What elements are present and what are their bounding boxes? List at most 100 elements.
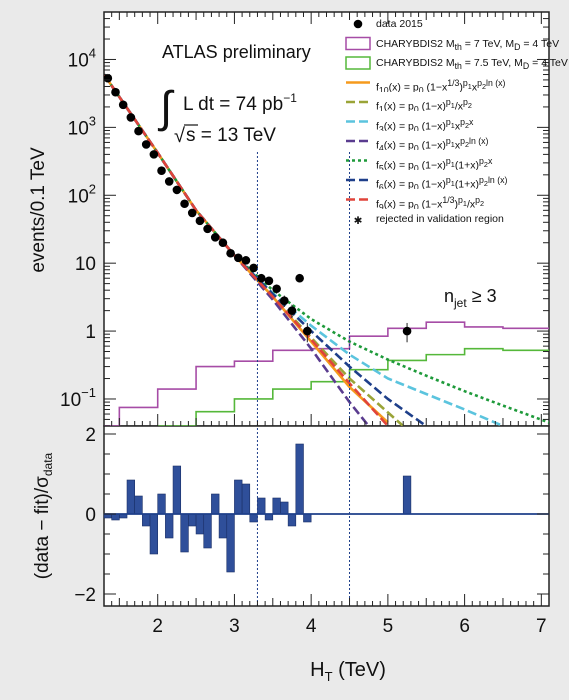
data-point bbox=[111, 87, 120, 97]
legend-box bbox=[345, 36, 371, 51]
y-axis-title-main: events/0.1 TeV bbox=[28, 147, 49, 273]
legend-label-box: f4(x) = p0 (1−x)p1xp2ln (x) bbox=[376, 136, 488, 150]
ratio-bar bbox=[264, 513, 274, 521]
data-point bbox=[187, 208, 197, 218]
ratio-bar bbox=[287, 513, 297, 527]
legend-label: data 2015 bbox=[376, 18, 423, 30]
y-tick-base: 10 bbox=[60, 390, 81, 411]
data-point bbox=[256, 273, 266, 283]
ratio-bar bbox=[188, 513, 197, 527]
ratio-bar bbox=[257, 497, 266, 515]
data-point bbox=[126, 113, 136, 122]
legend-label: CHARYBDIS2 Mth = 7.5 TeV, MD = 4 TeV bbox=[376, 57, 568, 72]
ratio-bar bbox=[149, 513, 159, 555]
y-tick-label-main: 103 bbox=[68, 113, 96, 139]
njet-cut: ≥ 3 bbox=[467, 286, 497, 306]
fit-curve-6 bbox=[104, 73, 389, 426]
ratio-bar bbox=[111, 513, 120, 521]
ratio-bar bbox=[142, 513, 151, 527]
ratio-bar bbox=[195, 513, 205, 535]
x-tick-label: 5 bbox=[383, 616, 394, 637]
ratio-bar bbox=[303, 513, 312, 523]
y-tick-label-ratio: 0 bbox=[85, 505, 96, 526]
ratio-bar bbox=[249, 513, 258, 523]
y-tick-base: 1 bbox=[85, 322, 96, 343]
data-point bbox=[303, 326, 312, 336]
data-point bbox=[233, 253, 243, 263]
legend-box bbox=[345, 56, 371, 70]
legend-label: f6(x) = p0 (1−x)p1(1+x)p2ln (x) bbox=[376, 175, 508, 189]
data-point bbox=[164, 177, 174, 186]
legend-label: f3(x) = p0 (1−x)p1xp2x bbox=[376, 116, 474, 131]
legend-label-box: f9(x) = p0 (1−x1/3)p1/xp2 bbox=[376, 195, 484, 209]
legend-label: f1(x) = p0 (1−x)p1/xp2 bbox=[376, 97, 472, 111]
y-axis-title-ratio: (data − fit)/σdata bbox=[32, 452, 55, 579]
data-point bbox=[210, 233, 220, 242]
legend-label-box: f5(x) = p0 (1−x)p1(1+x)p2x bbox=[376, 156, 492, 170]
experiment-label: ATLAS preliminary bbox=[162, 42, 311, 62]
ratio-bar bbox=[295, 443, 304, 515]
legend-label: f10(x) = p0 (1−x1/3)p1xp2ln (x) bbox=[376, 77, 506, 92]
data-point bbox=[280, 296, 289, 306]
y-tick-base: 10 bbox=[75, 254, 96, 275]
data-point bbox=[241, 256, 251, 265]
y-tick-exp: 4 bbox=[89, 45, 96, 60]
ratio-bar bbox=[126, 479, 135, 515]
data-point bbox=[157, 166, 166, 176]
y-tick-label-ratio: 2 bbox=[85, 425, 96, 446]
data-point bbox=[295, 273, 304, 283]
lumi-text: L dt = 74 pb bbox=[183, 94, 283, 115]
main-plot-area bbox=[103, 11, 550, 427]
ratio-bar bbox=[165, 513, 174, 539]
x-axis-title: HT (TeV) bbox=[310, 659, 386, 684]
njet-label: njet ≥ 3 bbox=[444, 286, 497, 310]
x-tick-label: 7 bbox=[536, 616, 547, 637]
ratio-bar bbox=[172, 465, 182, 515]
y-tick-label-main: 104 bbox=[68, 45, 96, 71]
ratio-bar bbox=[211, 493, 220, 515]
ratio-bar bbox=[226, 513, 235, 573]
y-tick-exp: −1 bbox=[81, 385, 96, 400]
y-tick-exp: 3 bbox=[89, 113, 96, 128]
ratio-bar bbox=[180, 513, 189, 553]
legend-label: CHARYBDIS2 Mth = 7 TeV, MD = 4 TeV bbox=[376, 37, 560, 52]
legend: data 2015 CHARYBDIS2 Mth = 7 TeV, MD = 4 … bbox=[345, 18, 568, 227]
legend-label-box: f1(x) = p0 (1−x)p1/xp2 bbox=[376, 97, 472, 111]
data-point bbox=[180, 199, 189, 209]
ratio-bar bbox=[234, 479, 243, 515]
ratio-plot-area bbox=[103, 425, 550, 607]
legend-label-box: data 2015 bbox=[376, 18, 423, 30]
lumi-label: L dt = 74 pb−1 bbox=[183, 91, 297, 115]
fit-curve-4 bbox=[104, 73, 549, 424]
ratio-bar bbox=[241, 483, 251, 515]
ratio-panel bbox=[103, 443, 549, 573]
data-point bbox=[104, 73, 113, 83]
legend-star: ✱ bbox=[354, 215, 363, 227]
legend-label-box: f3(x) = p0 (1−x)p1xp2x bbox=[376, 116, 474, 131]
y-tick-base: 10 bbox=[68, 50, 89, 71]
ratio-bar bbox=[218, 513, 228, 539]
data-point bbox=[134, 126, 143, 136]
y-tick-label-ratio: −2 bbox=[74, 585, 96, 606]
sqrt-sign: √ bbox=[174, 125, 185, 147]
legend-label-box: f6(x) = p0 (1−x)p1(1+x)p2ln (x) bbox=[376, 175, 508, 189]
data-point bbox=[272, 284, 281, 294]
legend-label-box: CHARYBDIS2 Mth = 7 TeV, MD = 4 TeV bbox=[376, 37, 560, 52]
x-tick-label: 3 bbox=[229, 616, 240, 637]
x-tick-label: 4 bbox=[306, 616, 317, 637]
ratio-bar bbox=[134, 495, 143, 515]
legend-marker bbox=[353, 19, 363, 29]
legend-label-box: CHARYBDIS2 Mth = 7.5 TeV, MD = 4 TeV bbox=[376, 57, 568, 72]
legend-label-box: rejected in validation region bbox=[376, 213, 504, 225]
y-tick-base: 10 bbox=[68, 186, 89, 207]
data-point bbox=[249, 263, 258, 273]
data-point bbox=[141, 140, 151, 149]
y-tick-exp: 2 bbox=[89, 181, 96, 196]
data-point bbox=[195, 216, 205, 226]
y-tick-label-main: 1 bbox=[85, 322, 96, 343]
ratio-bar bbox=[157, 493, 166, 515]
signal-histogram-1 bbox=[157, 347, 549, 426]
data-point bbox=[118, 100, 128, 110]
